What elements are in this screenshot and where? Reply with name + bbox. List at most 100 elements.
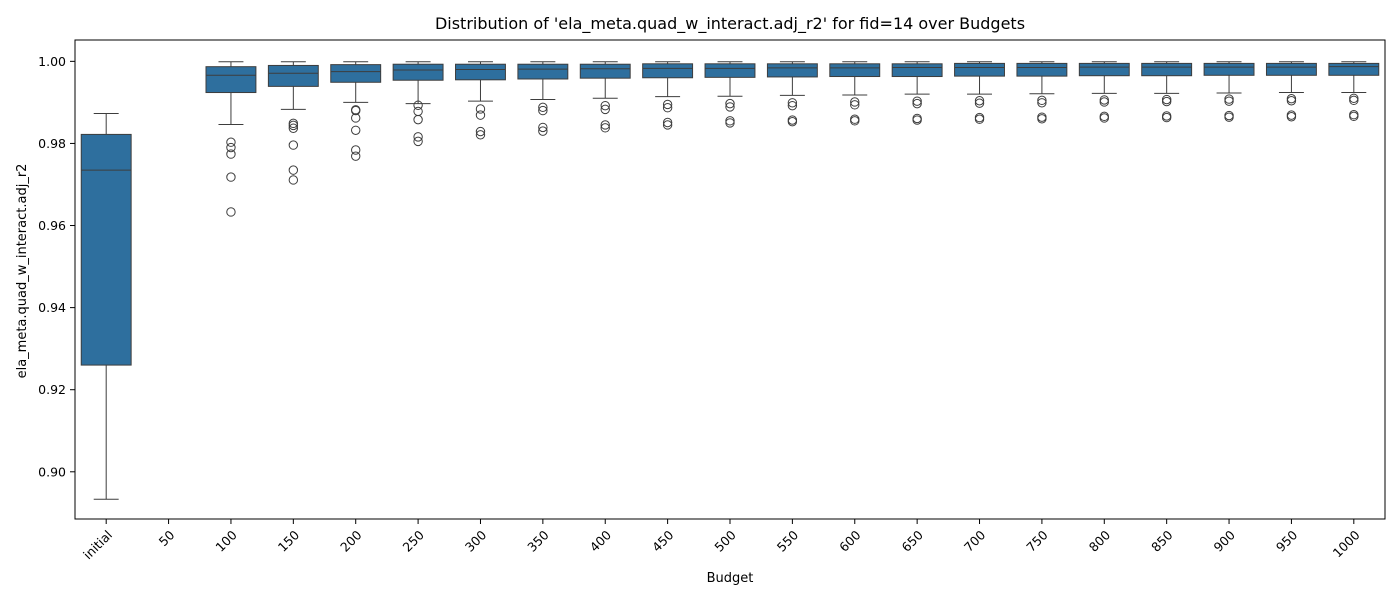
outlier-point bbox=[1349, 93, 1359, 103]
outlier-point bbox=[600, 120, 610, 130]
box-body bbox=[267, 64, 319, 87]
outlier-point bbox=[850, 116, 860, 126]
outlier-point bbox=[1349, 95, 1359, 106]
outlier-point bbox=[850, 97, 860, 107]
outlier-point bbox=[351, 151, 361, 161]
y-tick-label: 0.98 bbox=[38, 136, 66, 151]
y-axis-label: ela_meta.quad_w_interact.adj_r2 bbox=[15, 164, 30, 379]
x-tick-label: 600 bbox=[836, 527, 864, 555]
box-body bbox=[392, 63, 444, 81]
outlier-point bbox=[1224, 94, 1234, 104]
outlier-point bbox=[475, 130, 486, 140]
outlier-point bbox=[600, 123, 610, 133]
x-tick-label: 300 bbox=[462, 527, 490, 555]
outlier-point bbox=[288, 118, 299, 129]
outlier-point bbox=[413, 114, 423, 125]
y-tick-label: 1.00 bbox=[38, 54, 66, 69]
box-body bbox=[1265, 62, 1317, 76]
box-body bbox=[954, 62, 1005, 77]
outlier-point bbox=[1099, 95, 1109, 105]
box-body bbox=[205, 66, 257, 94]
outlier-point bbox=[1286, 93, 1297, 104]
outlier-point bbox=[662, 120, 673, 130]
x-tick-label: 350 bbox=[524, 527, 552, 555]
outlier-point bbox=[413, 132, 423, 142]
x-axis-label: Budget bbox=[707, 571, 754, 586]
axes-frame bbox=[74, 39, 1386, 520]
box-body bbox=[704, 63, 756, 78]
outlier-point bbox=[725, 116, 735, 126]
box-body bbox=[1141, 62, 1193, 77]
outlier-point bbox=[912, 96, 922, 106]
x-tick-label: 550 bbox=[774, 527, 802, 555]
x-tick-label: 950 bbox=[1273, 527, 1301, 555]
box-body bbox=[330, 64, 382, 83]
outlier-point bbox=[787, 100, 798, 111]
outlier-point bbox=[413, 100, 423, 110]
outlier-point bbox=[1037, 98, 1047, 108]
outlier-point bbox=[538, 105, 548, 116]
x-tick-label: 800 bbox=[1086, 527, 1114, 555]
x-tick-label: 200 bbox=[337, 527, 365, 555]
outlier-point bbox=[1161, 94, 1172, 105]
outlier-point bbox=[1037, 95, 1047, 106]
x-tick-label: 900 bbox=[1210, 527, 1238, 555]
x-tick-label: 700 bbox=[961, 527, 989, 555]
x-tick-label: 400 bbox=[587, 527, 615, 555]
x-tick-label: 100 bbox=[212, 527, 240, 555]
outlier-point bbox=[725, 98, 735, 109]
outlier-point bbox=[974, 96, 985, 106]
outlier-point bbox=[288, 120, 299, 131]
outlier-point bbox=[351, 105, 361, 116]
outlier-point bbox=[1161, 96, 1172, 107]
outlier-point bbox=[974, 98, 985, 108]
box-body bbox=[1016, 62, 1068, 77]
outlier-point bbox=[226, 172, 236, 182]
x-tick-label: 500 bbox=[711, 527, 739, 555]
box-body bbox=[517, 63, 569, 80]
outlier-point bbox=[475, 126, 486, 137]
outlier-point bbox=[662, 103, 673, 113]
x-tick-label: 250 bbox=[400, 527, 428, 555]
outlier-point bbox=[912, 98, 922, 109]
outlier-point bbox=[288, 123, 299, 133]
y-tick-label: 0.92 bbox=[38, 382, 66, 397]
x-tick-label: 50 bbox=[156, 527, 178, 549]
outlier-point bbox=[787, 98, 798, 108]
outlier-point bbox=[226, 142, 236, 153]
outlier-point bbox=[725, 118, 735, 128]
outlier-point bbox=[1224, 112, 1234, 122]
box-body bbox=[1328, 62, 1380, 76]
outlier-point bbox=[787, 116, 798, 127]
outlier-point bbox=[351, 125, 361, 135]
outlier-point bbox=[1161, 112, 1172, 123]
outlier-point bbox=[413, 106, 423, 117]
x-tick-label: 850 bbox=[1148, 527, 1176, 555]
outlier-point bbox=[662, 117, 673, 128]
outlier-point bbox=[351, 113, 361, 123]
box-body bbox=[766, 63, 818, 78]
outlier-point bbox=[413, 136, 423, 147]
outlier-point bbox=[1286, 112, 1297, 122]
outlier-point bbox=[226, 207, 236, 217]
y-tick-label: 0.90 bbox=[38, 464, 66, 479]
outlier-point bbox=[912, 115, 922, 125]
outlier-point bbox=[600, 104, 610, 115]
outlier-point bbox=[538, 122, 548, 133]
outlier-point bbox=[1286, 96, 1297, 106]
outlier-point bbox=[600, 100, 610, 111]
x-tick-label: 1000 bbox=[1330, 527, 1363, 560]
box-body bbox=[80, 133, 132, 366]
box-body bbox=[455, 63, 506, 81]
outlier-point bbox=[538, 126, 548, 136]
x-tick-label: 650 bbox=[899, 527, 927, 555]
outlier-point bbox=[475, 110, 486, 120]
outlier-point bbox=[538, 102, 548, 113]
x-tick-label: 450 bbox=[649, 527, 677, 555]
outlier-point bbox=[662, 99, 673, 110]
outlier-point bbox=[1099, 97, 1109, 107]
outlier-point bbox=[226, 137, 236, 147]
outlier-point bbox=[974, 114, 985, 124]
outlier-point bbox=[1099, 113, 1109, 123]
x-tick-label: initial bbox=[80, 527, 115, 562]
